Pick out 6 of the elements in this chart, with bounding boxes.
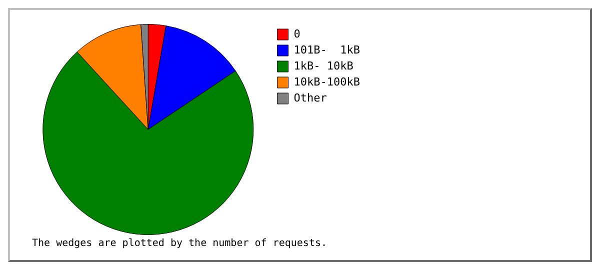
legend-label: Other	[294, 91, 328, 104]
legend-label: 1kB- 10kB	[294, 59, 354, 72]
text: The wedges are plotted by the number of requests.	[32, 238, 328, 249]
legend-label: 101B- 1kB	[294, 43, 360, 56]
legend-label: 0	[294, 27, 300, 40]
legend-label: 10kB-100kB	[294, 75, 360, 88]
